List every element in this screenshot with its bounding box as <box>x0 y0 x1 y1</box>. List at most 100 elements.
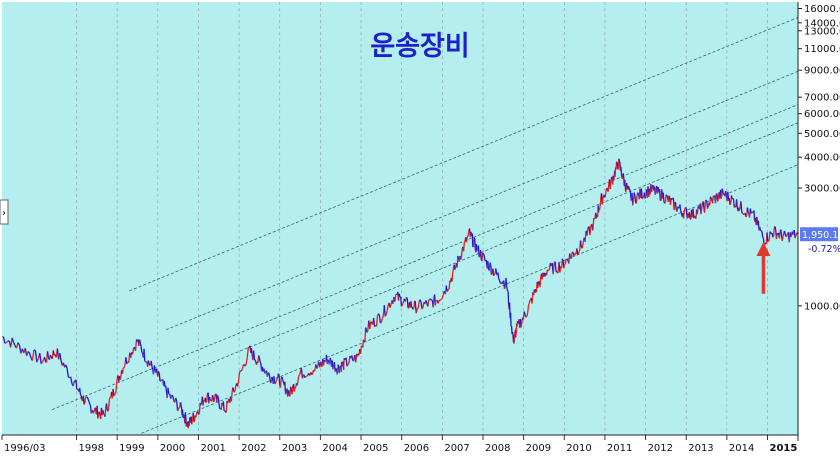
price-segment <box>655 191 656 195</box>
price-segment <box>411 301 412 307</box>
price-segment <box>116 383 117 392</box>
price-segment <box>633 199 634 205</box>
price-segment <box>713 196 714 203</box>
price-segment <box>154 365 155 369</box>
price-segment <box>461 249 462 257</box>
price-segment <box>739 206 740 210</box>
price-segment <box>455 267 456 270</box>
price-segment <box>234 391 235 393</box>
price-segment <box>5 343 6 344</box>
price-segment <box>298 377 299 382</box>
price-segment <box>172 395 173 396</box>
price-segment <box>288 390 289 394</box>
price-segment <box>478 245 479 257</box>
price-segment <box>255 361 256 362</box>
price-segment <box>270 376 271 381</box>
price-segment <box>317 367 318 368</box>
price-segment <box>420 300 421 303</box>
price-segment <box>444 291 445 292</box>
price-segment <box>277 377 278 380</box>
price-segment <box>385 315 386 317</box>
price-segment <box>452 273 453 282</box>
plot-background <box>2 2 798 435</box>
price-segment <box>718 198 719 202</box>
price-segment <box>680 205 681 211</box>
price-segment <box>272 377 273 378</box>
x-tick-label: 2005 <box>363 443 388 454</box>
price-segment <box>770 232 771 233</box>
price-segment <box>218 398 219 404</box>
price-segment <box>77 389 78 390</box>
price-segment <box>694 216 695 217</box>
price-segment <box>83 396 84 405</box>
x-tick-label: 2011 <box>607 443 632 454</box>
price-segment <box>305 376 306 377</box>
price-segment <box>166 386 167 392</box>
price-segment <box>435 300 436 305</box>
last-value-label: 1,950.15 <box>802 230 840 241</box>
price-segment <box>477 248 478 252</box>
price-segment <box>254 351 255 359</box>
price-segment <box>665 195 666 202</box>
price-segment <box>767 233 768 242</box>
price-segment <box>292 386 293 394</box>
price-segment <box>496 268 497 273</box>
price-segment <box>150 365 151 366</box>
price-segment <box>380 322 381 323</box>
price-segment <box>115 392 116 393</box>
y-tick-label: 11000.00 <box>804 44 840 55</box>
price-segment <box>99 412 100 414</box>
price-segment <box>206 402 207 403</box>
price-segment <box>299 374 300 375</box>
x-tick-label: 2010 <box>566 443 591 454</box>
price-segment <box>567 259 568 261</box>
price-segment <box>499 280 500 283</box>
price-segment <box>715 194 716 203</box>
price-segment <box>294 387 295 391</box>
price-segment <box>212 395 213 398</box>
price-segment <box>89 402 90 404</box>
price-segment <box>577 248 578 253</box>
price-segment <box>117 378 118 384</box>
price-segment <box>578 252 579 255</box>
y-axis: 16000.0014000.0013000.0011000.009000.007… <box>798 2 840 441</box>
price-segment <box>747 208 748 213</box>
price-segment <box>390 305 391 308</box>
price-segment <box>235 386 236 390</box>
price-segment <box>742 211 743 214</box>
price-segment <box>795 235 796 238</box>
price-segment <box>259 358 260 362</box>
price-segment <box>88 400 89 402</box>
price-segment <box>524 312 525 315</box>
price-segment <box>686 207 687 209</box>
price-segment <box>43 359 44 361</box>
price-segment <box>151 361 152 367</box>
price-segment <box>365 327 366 342</box>
price-segment <box>722 189 723 191</box>
price-segment <box>775 226 776 230</box>
price-segment <box>726 191 727 196</box>
price-segment <box>259 355 260 358</box>
price-segment <box>769 232 770 240</box>
price-segment <box>207 394 208 402</box>
price-segment <box>681 211 682 213</box>
price-segment <box>433 297 434 307</box>
price-segment <box>402 303 403 305</box>
price-segment <box>540 277 541 287</box>
price-segment <box>702 203 703 209</box>
x-tick-label: 1996/03 <box>4 443 46 454</box>
price-segment <box>178 408 179 411</box>
price-segment <box>710 197 711 199</box>
price-segment <box>468 232 469 236</box>
price-segment <box>528 306 529 312</box>
price-segment <box>464 241 465 242</box>
price-segment <box>73 383 74 386</box>
collapse-handle[interactable]: › <box>0 200 8 224</box>
price-segment <box>442 298 443 299</box>
price-segment <box>50 355 51 357</box>
price-segment <box>283 380 284 382</box>
price-segment <box>407 297 408 298</box>
price-segment <box>93 411 94 413</box>
price-segment <box>321 362 322 365</box>
